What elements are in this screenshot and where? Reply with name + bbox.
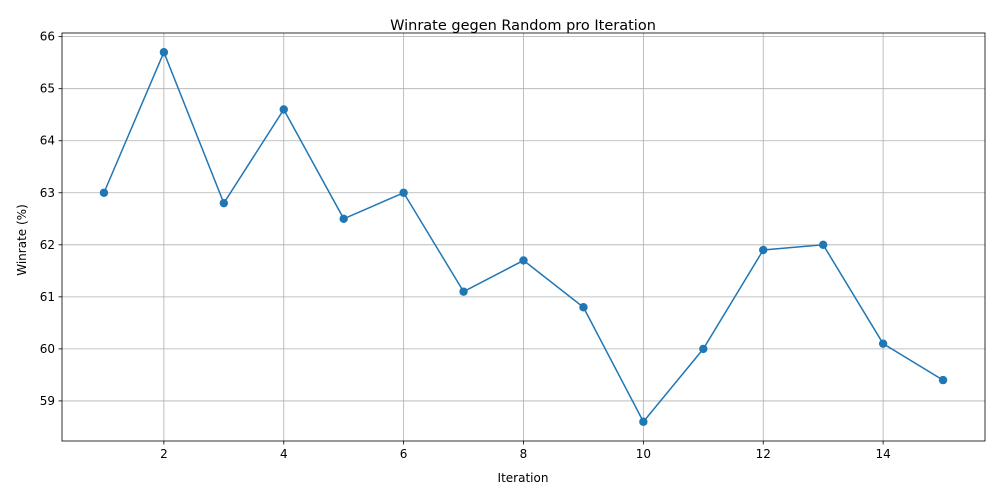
data-point <box>818 240 828 250</box>
chart-title: Winrate gegen Random pro Iteration <box>390 18 656 34</box>
x-tick-label: 6 <box>400 447 408 461</box>
y-tick-label: 66 <box>40 30 55 44</box>
series-layer <box>99 48 948 426</box>
y-tick-label: 59 <box>40 394 55 408</box>
data-point <box>938 375 948 385</box>
y-tick-label: 62 <box>40 238 55 252</box>
x-tick-label: 4 <box>280 447 288 461</box>
x-tick-label: 12 <box>756 447 771 461</box>
x-tick-label: 8 <box>520 447 528 461</box>
data-point <box>519 256 528 265</box>
tick-labels: 2 4 6 8 10 12 14 59 60 61 62 63 64 65 66 <box>40 30 891 461</box>
x-axis-label: Iteration <box>498 471 549 485</box>
y-tick-label: 60 <box>40 342 55 356</box>
data-point <box>219 198 229 208</box>
data-point <box>459 287 468 296</box>
axes <box>58 32 986 445</box>
data-point <box>639 417 648 426</box>
data-point <box>759 245 768 255</box>
data-point <box>399 188 408 197</box>
x-tick-label: 10 <box>636 447 651 461</box>
data-point <box>339 214 348 223</box>
data-point <box>878 339 888 348</box>
y-tick-label: 61 <box>40 290 55 304</box>
y-tick-label: 65 <box>40 82 55 96</box>
data-point <box>699 344 708 354</box>
grid-lines <box>62 33 985 441</box>
y-axis-label: Winrate (%) <box>15 204 29 276</box>
y-tick-label: 64 <box>40 134 55 148</box>
y-tick-label: 63 <box>40 186 55 200</box>
x-tick-label: 14 <box>875 447 890 461</box>
data-point <box>279 105 288 114</box>
x-tick-label: 2 <box>160 447 168 461</box>
data-point <box>159 48 169 57</box>
data-point <box>99 188 109 197</box>
data-point <box>579 303 588 312</box>
